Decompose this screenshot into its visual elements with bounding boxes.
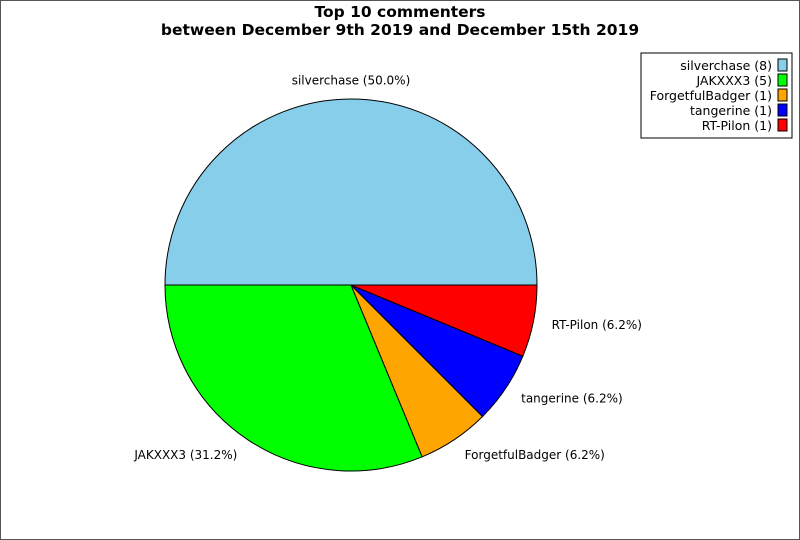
legend-label-tangerine: tangerine (1) [690, 103, 772, 118]
slice-label-tangerine: tangerine (6.2%) [521, 392, 623, 406]
pie-slice-jakxxx3 [164, 284, 423, 472]
legend-label-forgetfulbadger: ForgetfulBadger (1) [650, 88, 772, 103]
legend-swatch-jakxxx3 [777, 73, 788, 87]
legend: silverchase (8)JAKXXX3 (5)ForgetfulBadge… [640, 52, 793, 139]
legend-swatch-forgetfulbadger [777, 88, 788, 102]
legend-swatch-tangerine [777, 103, 788, 117]
legend-label-jakxxx3: JAKXXX3 (5) [695, 73, 772, 88]
slice-label-jakxxx3: JAKXXX3 (31.2%) [133, 448, 237, 462]
slice-label-rt-pilon: RT-Pilon (6.2%) [552, 318, 642, 332]
legend-swatch-rt-pilon [777, 118, 788, 132]
slice-label-forgetfulbadger: ForgetfulBadger (6.2%) [465, 448, 605, 462]
pie-slice-silverchase [164, 98, 538, 286]
chart-subtitle: between December 9th 2019 and December 1… [161, 21, 639, 39]
pie-slice-rt-pilon [350, 284, 538, 357]
legend-label-silverchase: silverchase (8) [680, 58, 772, 73]
slice-label-silverchase: silverchase (50.0%) [292, 73, 411, 87]
legend-swatch-silverchase [777, 58, 788, 72]
legend-box [640, 52, 793, 139]
chart-title: Top 10 commenters [314, 3, 485, 21]
pie-labels: silverchase (50.0%) JAKXXX3 (31.2%) Forget… [133, 73, 642, 462]
legend-label-rt-pilon: RT-Pilon (1) [702, 118, 772, 133]
pie-slices [164, 98, 538, 472]
